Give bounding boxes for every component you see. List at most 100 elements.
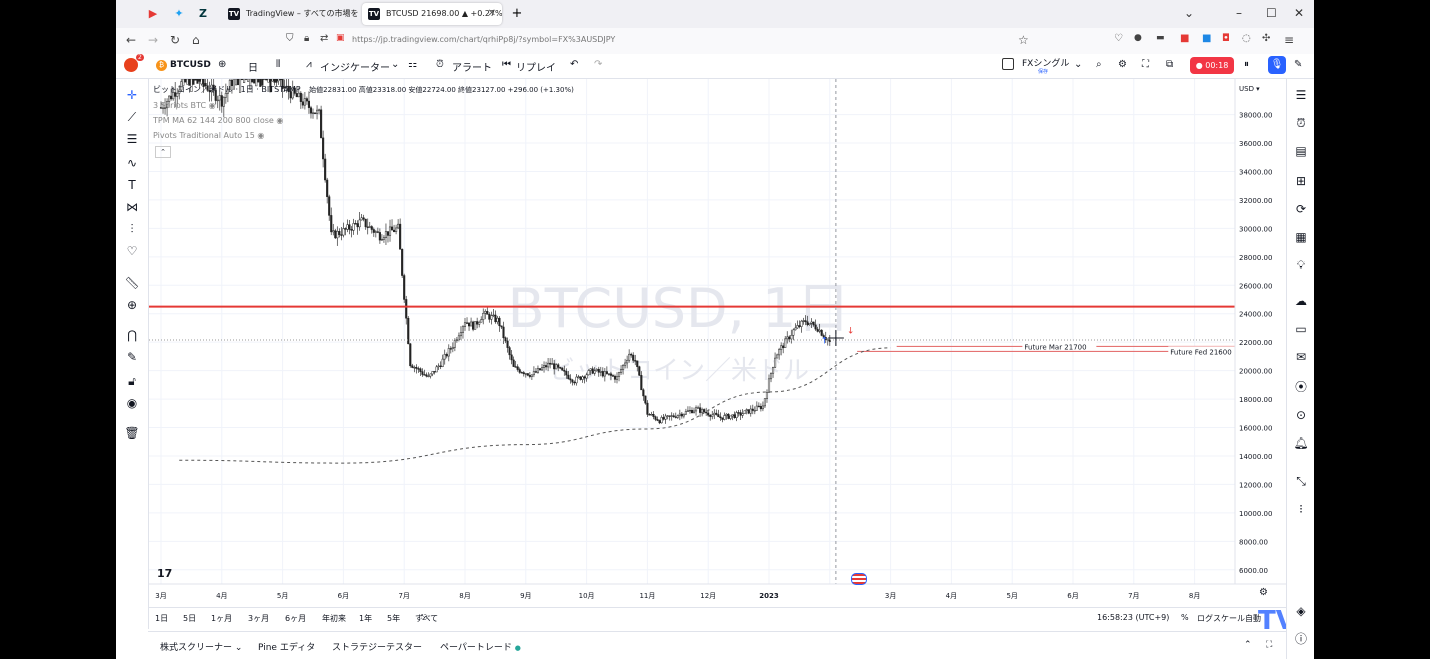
legend-ma[interactable]: TPM MA 62 144 200 800 close ◉ (153, 116, 283, 125)
twitter-icon[interactable]: ✦ (174, 7, 184, 20)
symbol-search-button[interactable]: BTCUSD (170, 60, 211, 70)
fullscreen-icon[interactable]: ⛶ (1142, 59, 1149, 70)
messages-icon[interactable]: ✉︎ (1295, 350, 1307, 364)
templates-icon[interactable]: ⚏ (408, 59, 417, 70)
maximize-panel-icon[interactable]: ⛶ (1266, 640, 1273, 650)
crosshair-icon[interactable]: ✛ (126, 88, 138, 102)
home-icon[interactable]: ⌂ (192, 33, 200, 47)
forward-icon[interactable]: → (148, 33, 159, 47)
replay-icon[interactable]: ⏮︎ (502, 59, 511, 70)
broadcast-icon[interactable]: ⦿ (1294, 380, 1307, 394)
replay-button[interactable]: リプレイ (516, 63, 556, 74)
percent-toggle[interactable]: % (1181, 613, 1189, 622)
menu-icon[interactable]: ≡ (1284, 33, 1295, 47)
trash-icon[interactable]: 🗑︎ (124, 426, 140, 440)
eye-icon[interactable]: ◉ (208, 101, 216, 110)
tradingview-logo[interactable]: 17 (157, 567, 173, 580)
zoom-in-icon[interactable]: ⊕ (126, 298, 138, 312)
draw-annotation-icon[interactable]: ✎ (1294, 59, 1303, 70)
range-button[interactable]: 3ヶ月 (248, 614, 270, 623)
notification-icon[interactable]: ▣ (336, 33, 345, 43)
pocket-icon[interactable]: ♡ (1114, 33, 1123, 44)
legend-scripts[interactable]: 3 Scripts BTC ◉ (153, 101, 216, 110)
legend-pivots[interactable]: Pivots Traditional Auto 15 ◉ (153, 131, 264, 140)
candle-type-icon[interactable]: ⫴ (276, 59, 281, 70)
watchlist-icon[interactable]: ☰ (1295, 88, 1307, 102)
url-bar[interactable]: https://jp.tradingview.com/chart/qrhiPp8… (352, 35, 615, 44)
range-button[interactable]: すべて (415, 614, 439, 623)
streams-icon[interactable]: ☁︎ (1295, 294, 1307, 308)
ideas-icon[interactable]: 💡︎ (1296, 258, 1306, 272)
pause-icon[interactable]: ⏸︎ (1244, 59, 1249, 70)
youtube-icon[interactable]: ▶ (148, 7, 158, 20)
chevron-up-icon[interactable]: ⌃ (1244, 640, 1252, 650)
range-button[interactable]: 年初来 (322, 614, 346, 623)
range-button[interactable]: 6ヶ月 (285, 614, 307, 623)
bell-icon[interactable]: 🔔︎ (1293, 436, 1309, 450)
search-icon[interactable]: ⌕ (1096, 59, 1102, 70)
help-icon[interactable]: ⓘ (1294, 632, 1307, 646)
undo-icon[interactable]: ↶ (570, 59, 579, 70)
chevron-down-icon[interactable]: ⌄ (1184, 6, 1195, 20)
permissions-icon[interactable]: ⇄ (320, 33, 329, 44)
back-icon[interactable]: ← (126, 33, 137, 47)
chevron-down-icon[interactable]: ⌄ (391, 59, 400, 70)
text-icon[interactable]: T (128, 178, 136, 192)
tracking-shield-icon[interactable]: ⛉ (286, 33, 294, 44)
extension-n-icon[interactable]: ● (1134, 33, 1142, 43)
brush-icon[interactable]: ∿ (126, 156, 138, 170)
interval-button[interactable]: 日 (248, 63, 258, 74)
microphone-button[interactable]: 🎙︎ (1268, 56, 1286, 74)
trendline-icon[interactable]: ⟋ (127, 110, 137, 124)
log-scale-toggle[interactable]: ログスケール (1197, 614, 1245, 623)
bookmark-star-icon[interactable]: ☆ (1018, 33, 1029, 47)
range-button[interactable]: 1年 (359, 614, 373, 623)
pattern-icon[interactable]: ⋈ (126, 200, 138, 214)
chats-icon[interactable]: ▭ (1295, 322, 1307, 336)
prediction-icon[interactable]: ⫶ (130, 222, 134, 236)
layers-icon[interactable]: ◈ (1296, 604, 1306, 618)
layout-icon[interactable] (1002, 58, 1014, 70)
auto-scale-toggle[interactable]: 自動 (1245, 614, 1261, 623)
clock[interactable]: 16:58:23 (UTC+9) (1097, 613, 1170, 622)
lock-icon[interactable]: 🔓︎ (128, 374, 136, 388)
heart-icon[interactable]: ♡ (126, 244, 138, 258)
calendar-icon[interactable]: ▦ (1295, 230, 1307, 244)
extension-grey-icon[interactable]: ◌ (1242, 33, 1251, 44)
tab-tradingview[interactable]: TV TradingView – すべての市場を追跡 (222, 3, 358, 25)
tab-strategy-tester[interactable]: ストラテジーテスター (332, 643, 423, 653)
gear-icon[interactable]: ⚙︎ (1118, 59, 1127, 70)
range-button[interactable]: 1日 (155, 614, 169, 623)
alarm-clock-icon[interactable]: ⏰︎ (1296, 116, 1306, 130)
order-panel-icon[interactable]: ⁝ (1299, 502, 1303, 516)
add-symbol-icon[interactable]: ⊕ (218, 59, 227, 70)
chart-settings-icon[interactable]: ⚙︎ (1259, 587, 1268, 598)
tab-paper-trading[interactable]: ペーパートレード ● (440, 640, 521, 653)
data-window-icon[interactable]: ⊞ (1295, 174, 1307, 188)
layout-name[interactable]: FXシングル (1022, 59, 1070, 69)
extensions-puzzle-icon[interactable]: ✣ (1262, 33, 1271, 44)
eye-icon[interactable]: ◉ (257, 131, 265, 140)
pencil-lock-icon[interactable]: ✎ (126, 350, 138, 364)
redo-icon[interactable]: ↷ (594, 59, 603, 70)
reload-icon[interactable]: ↻ (170, 33, 181, 47)
magnet-icon[interactable]: ⋂ (127, 328, 137, 342)
camera-icon[interactable]: ⧉ (1166, 59, 1174, 70)
close-icon[interactable]: ✕ (487, 8, 496, 19)
extension-red-icon[interactable]: ■ (1180, 33, 1190, 44)
legend-title[interactable]: ビットコイン／米ドル · 1日 · BITSTAMP 始値22831.00 高値… (153, 84, 574, 95)
tab-btcusd[interactable]: TV BTCUSD 21698.00 ▲ +0.27% FX ✕ (362, 3, 502, 25)
pine-icon[interactable]: ⤡ (1296, 474, 1306, 488)
user-avatar[interactable] (124, 58, 138, 72)
maximize-button[interactable]: ☐ (1266, 6, 1277, 20)
lock-icon[interactable]: 🔒︎ (304, 33, 310, 44)
range-button[interactable]: 5年 (387, 614, 401, 623)
extension-icon[interactable]: ▬ (1156, 33, 1165, 43)
extension-blue-icon[interactable]: ■ (1202, 33, 1212, 44)
alert-icon[interactable]: ⏰︎ (436, 59, 444, 70)
range-button[interactable]: 5日 (183, 614, 197, 623)
eye-icon[interactable]: ◉ (126, 396, 138, 410)
hotlist-icon[interactable]: ⟳ (1295, 202, 1307, 216)
record-button[interactable]: ● 00:18 (1190, 57, 1234, 74)
